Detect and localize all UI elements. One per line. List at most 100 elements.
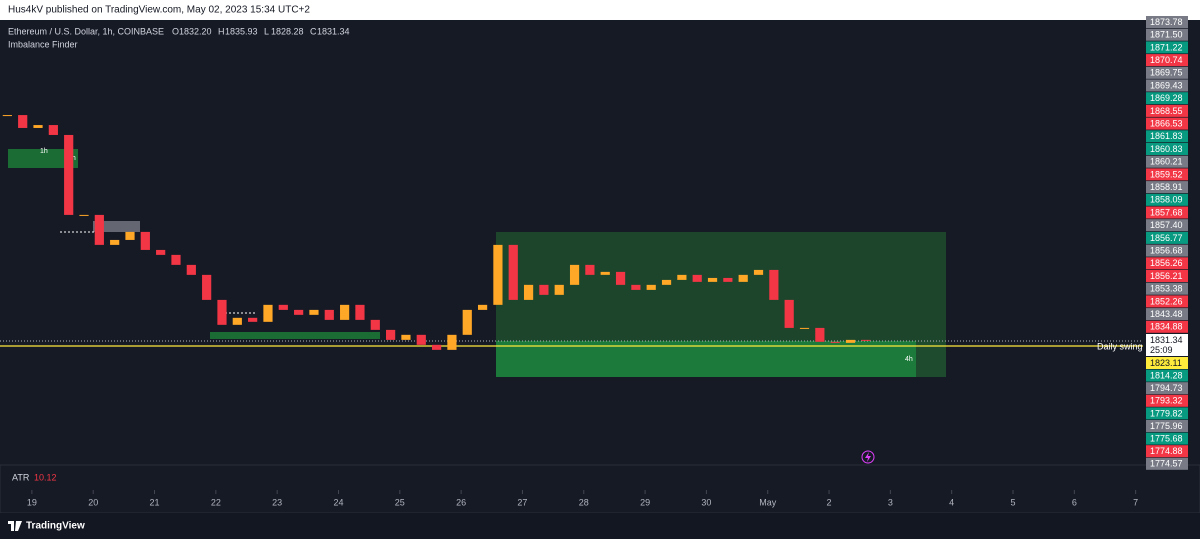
candle-body bbox=[447, 334, 457, 350]
published-note: Hus4kV published on TradingView.com, May… bbox=[8, 5, 310, 16]
zone-box bbox=[496, 232, 946, 341]
candle-body bbox=[784, 299, 794, 328]
symbol: Ethereum / U.S. Dollar, 1h, COINBASE bbox=[8, 26, 164, 36]
candle-body bbox=[186, 264, 196, 275]
candle-body bbox=[202, 274, 212, 300]
candles bbox=[2, 115, 871, 350]
candle-body bbox=[217, 299, 227, 325]
price-label: 1857.40 bbox=[1150, 220, 1183, 230]
atr-value: 10.12 bbox=[34, 472, 57, 482]
price-label: 1856.26 bbox=[1150, 258, 1183, 268]
price-label-bg bbox=[1146, 357, 1188, 369]
candle-body bbox=[845, 339, 856, 343]
x-tick-label: 29 bbox=[640, 497, 650, 507]
price-label-bg bbox=[1146, 244, 1188, 257]
candle-body bbox=[815, 327, 825, 342]
price-label-bg bbox=[1146, 219, 1188, 232]
price-label: 1869.75 bbox=[1150, 68, 1183, 78]
price-label-bg bbox=[1146, 394, 1188, 407]
price-label-bg bbox=[1146, 308, 1188, 321]
price-label: 1779.82 bbox=[1150, 408, 1183, 418]
price-label-bg bbox=[1146, 382, 1188, 395]
x-tick-label: 5 bbox=[1010, 497, 1015, 507]
zone-label: 1h bbox=[40, 148, 48, 155]
top-bar bbox=[0, 0, 1200, 20]
swing-label: Daily swing bbox=[1097, 341, 1143, 351]
price-label: 1831.34 bbox=[1150, 335, 1183, 345]
brand-logo bbox=[8, 521, 22, 531]
candle-body bbox=[569, 264, 580, 285]
price-label: 1871.22 bbox=[1150, 42, 1183, 52]
candle-body bbox=[692, 274, 702, 282]
price-label-bg bbox=[1146, 369, 1188, 382]
candle-body bbox=[294, 309, 304, 315]
price-label-bg bbox=[1146, 295, 1188, 308]
price-label: 1861.83 bbox=[1150, 131, 1183, 141]
ohlc-letter: L bbox=[264, 26, 269, 36]
price-label-bg bbox=[1146, 206, 1188, 219]
candle-body bbox=[140, 231, 150, 250]
price-label: 1853.38 bbox=[1150, 284, 1183, 294]
candle-body bbox=[232, 317, 242, 325]
price-label-bg bbox=[1146, 181, 1188, 194]
candle-body bbox=[263, 304, 273, 322]
candle-body bbox=[523, 284, 534, 300]
price-label-bg bbox=[1146, 407, 1188, 420]
ohlc-value: 1832.20 bbox=[179, 26, 212, 36]
candle-body bbox=[830, 341, 840, 343]
candle-body bbox=[769, 269, 779, 300]
candle-body bbox=[18, 115, 28, 128]
candle-body bbox=[462, 309, 472, 335]
price-labels: 1873.78 1871.50 1871.22 1870.74 1869.75 1869.… bbox=[1146, 16, 1188, 470]
countdown: 25:09 bbox=[1150, 345, 1173, 355]
indicator-name: Imbalance Finder bbox=[8, 39, 78, 49]
x-tick-label: 28 bbox=[579, 497, 589, 507]
price-label: 1774.88 bbox=[1150, 446, 1183, 456]
candle-body bbox=[309, 309, 319, 315]
atr-name: ATR bbox=[12, 472, 30, 482]
x-tick-label: 27 bbox=[517, 497, 527, 507]
price-label: 1871.50 bbox=[1150, 30, 1183, 40]
candle-body bbox=[723, 277, 733, 282]
price-label-bg bbox=[1146, 54, 1188, 67]
footer-bar bbox=[0, 513, 1200, 539]
candle-body bbox=[661, 279, 672, 285]
candle-body bbox=[539, 284, 549, 295]
zone-box bbox=[916, 341, 946, 377]
lightning-icon bbox=[861, 450, 875, 464]
price-label-bg bbox=[1146, 445, 1188, 458]
candle-body bbox=[677, 274, 687, 280]
candle-body bbox=[631, 284, 641, 290]
ohlc-value: 1831.34 bbox=[317, 26, 350, 36]
time-axis: 19 20 21 22 23 24 25 26 27 28 29 30 May 2 3 4 5 6 7 bbox=[27, 490, 1138, 507]
price-label-bg bbox=[1146, 270, 1188, 282]
candle-body bbox=[156, 249, 166, 255]
candle-body bbox=[861, 339, 871, 341]
price-label: 1858.09 bbox=[1150, 195, 1183, 205]
candle-body bbox=[386, 329, 396, 340]
x-tick-label: 30 bbox=[701, 497, 711, 507]
candle-body bbox=[94, 214, 104, 245]
brand-name: TradingView bbox=[26, 521, 85, 532]
x-tick-label: 6 bbox=[1072, 497, 1077, 507]
candle-body bbox=[508, 244, 518, 300]
candle-body bbox=[615, 271, 626, 285]
candle-body bbox=[416, 334, 426, 345]
price-label: 1774.57 bbox=[1150, 459, 1183, 469]
candle-body bbox=[401, 334, 411, 340]
candle-body bbox=[64, 134, 74, 215]
price-label-bg bbox=[1146, 117, 1188, 130]
price-label-bg bbox=[1146, 231, 1188, 244]
candle-body bbox=[707, 277, 718, 282]
x-tick-label: May bbox=[759, 497, 777, 507]
ohlc-letter: C bbox=[310, 26, 317, 36]
price-label-bg bbox=[1146, 155, 1188, 168]
x-tick-label: 26 bbox=[456, 497, 466, 507]
x-tick-label: 21 bbox=[150, 497, 160, 507]
candle-body bbox=[370, 319, 380, 330]
price-label: 1869.43 bbox=[1150, 80, 1183, 90]
price-label-bg bbox=[1146, 66, 1188, 79]
candle-body bbox=[799, 327, 810, 329]
price-label: 1860.21 bbox=[1150, 157, 1183, 167]
